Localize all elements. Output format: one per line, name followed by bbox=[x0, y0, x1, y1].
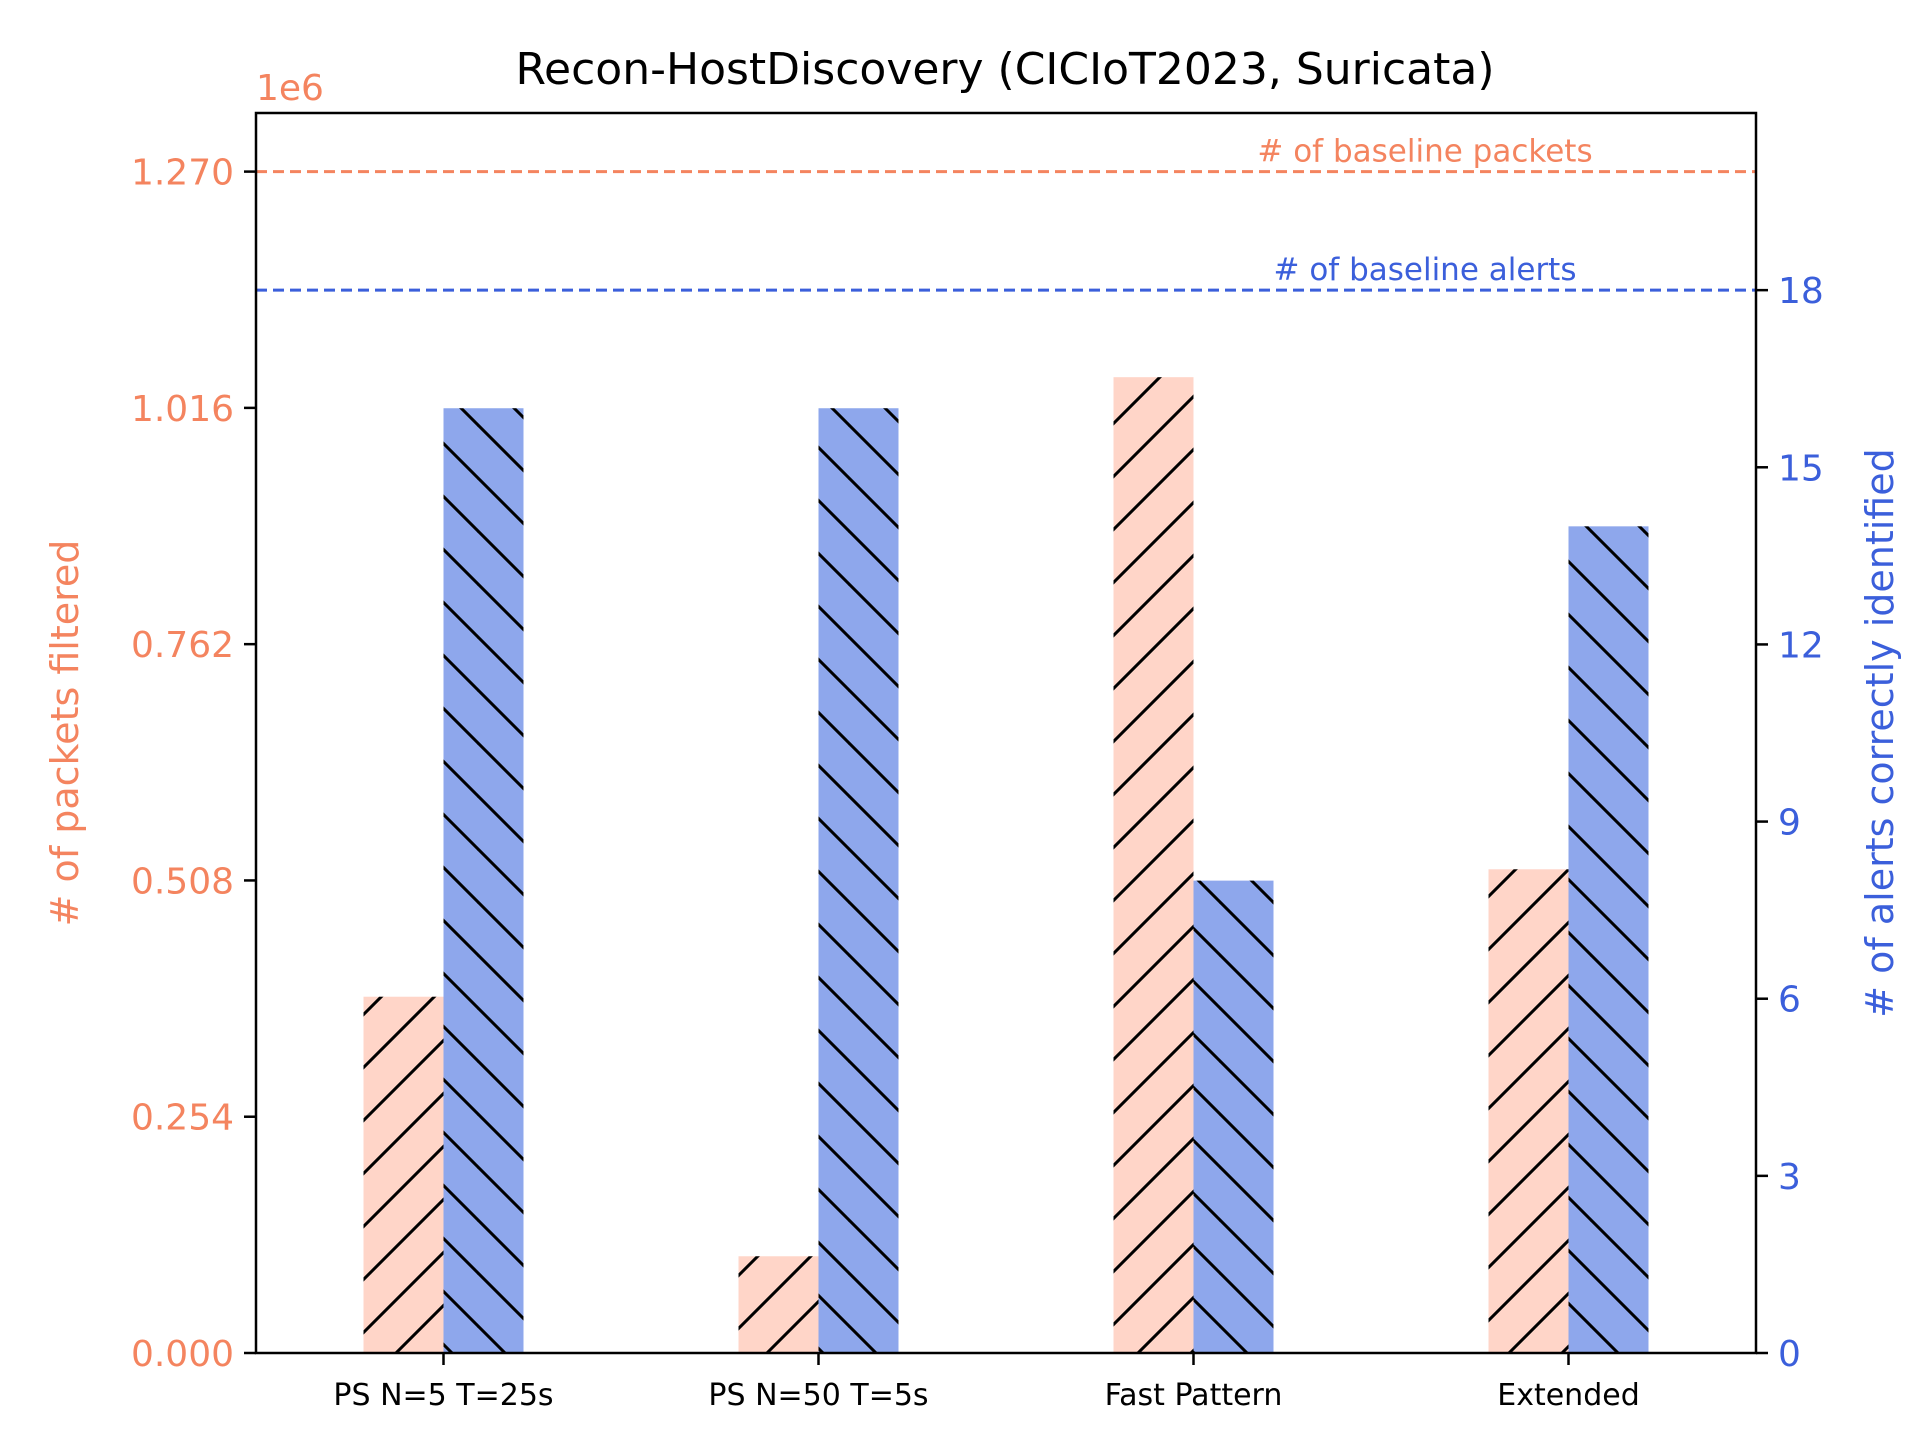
x-tick-label-3: Extended bbox=[1497, 1378, 1640, 1413]
left-axis-offset-label: 1e6 bbox=[256, 68, 324, 109]
reference-line-label-0: # of baseline packets bbox=[1257, 134, 1592, 170]
x-axis: PS N=5 T=25s PS N=50 T=5s Fast Pattern Exte… bbox=[333, 1353, 1640, 1413]
bar-hatch-packets-2 bbox=[1113, 377, 1194, 1353]
bars-layer bbox=[363, 377, 1649, 1353]
plot-frame bbox=[254, 111, 1758, 1355]
right-axis-label: # of alerts correctly identified bbox=[1858, 448, 1902, 1017]
left-tick-label-4: 1.016 bbox=[131, 389, 234, 430]
reference-lines: # of baseline packets # of baseline alert… bbox=[256, 134, 1756, 292]
left-tick-label-0: 0.000 bbox=[131, 1334, 234, 1375]
right-tick-label-3: 9 bbox=[1778, 803, 1801, 844]
left-tick-label-5: 1.270 bbox=[131, 153, 234, 194]
bar-hatch-packets-1 bbox=[738, 1256, 819, 1353]
left-tick-label-2: 0.508 bbox=[131, 861, 234, 902]
x-tick-label-0: PS N=5 T=25s bbox=[333, 1378, 553, 1413]
bar-hatch-packets-3 bbox=[1488, 869, 1569, 1353]
x-tick-label-2: Fast Pattern bbox=[1105, 1378, 1283, 1413]
reference-line-label-1: # of baseline alerts bbox=[1274, 252, 1577, 288]
x-tick-label-1: PS N=50 T=5s bbox=[708, 1378, 928, 1413]
right-tick-label-1: 3 bbox=[1778, 1157, 1801, 1198]
left-axis-label: # of packets filtered bbox=[43, 540, 87, 927]
left-tick-label-3: 0.762 bbox=[131, 625, 234, 666]
right-axis: 0 3 6 9 12 15 18 bbox=[1756, 271, 1824, 1375]
right-tick-label-0: 0 bbox=[1778, 1334, 1801, 1375]
bar-hatch-alerts-2 bbox=[1193, 880, 1274, 1353]
bar-hatch-alerts-0 bbox=[443, 408, 524, 1353]
left-axis: 0.000 0.254 0.508 0.762 1.016 1.270 bbox=[131, 153, 256, 1375]
right-tick-label-2: 6 bbox=[1778, 980, 1801, 1021]
chart-title: Recon-HostDiscovery (CICIoT2023, Suricat… bbox=[515, 44, 1494, 95]
bar-hatch-alerts-1 bbox=[818, 408, 899, 1353]
right-tick-label-4: 12 bbox=[1778, 625, 1824, 666]
right-tick-label-5: 15 bbox=[1778, 448, 1824, 489]
bar-hatch-packets-0 bbox=[363, 996, 444, 1353]
right-tick-label-6: 18 bbox=[1778, 271, 1824, 312]
bar-hatch-alerts-3 bbox=[1568, 526, 1649, 1353]
left-tick-label-1: 0.254 bbox=[131, 1098, 234, 1139]
